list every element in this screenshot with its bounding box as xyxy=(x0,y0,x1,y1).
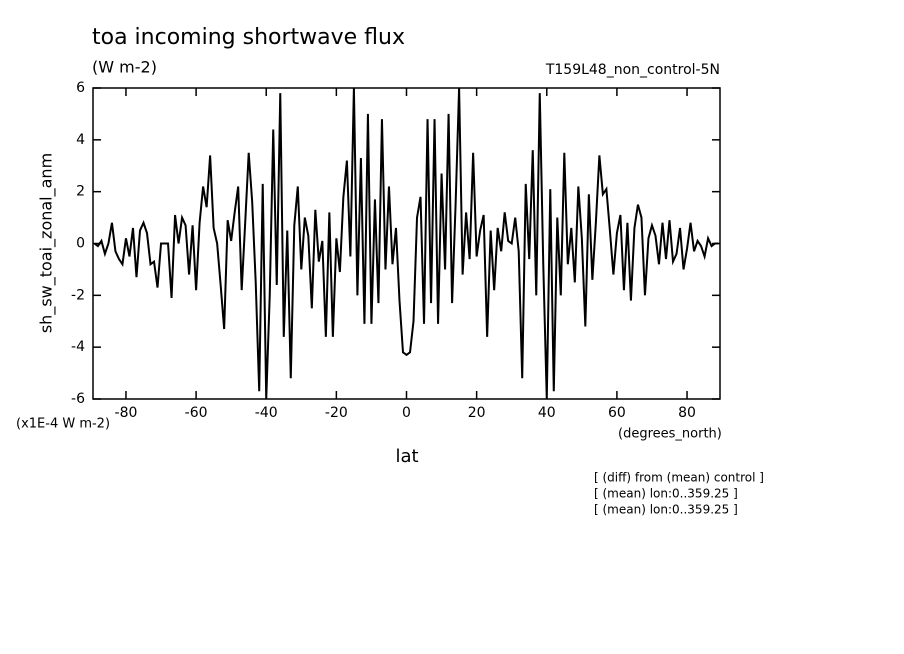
x-tick-label: -20 xyxy=(325,405,348,421)
y-tick-label: -6 xyxy=(71,391,85,407)
x-units: (degrees_north) xyxy=(618,427,722,442)
x-tick-label: -40 xyxy=(255,405,278,421)
note: [ (mean) lon:0..359.25 ] xyxy=(594,503,738,517)
y-tick-label: -4 xyxy=(71,339,85,355)
x-tick-label: 60 xyxy=(608,405,626,421)
x-tick-label: -60 xyxy=(185,405,208,421)
x-axis-label: lat xyxy=(395,446,418,467)
x-tick-label: 20 xyxy=(468,405,486,421)
y-tick-label: -2 xyxy=(71,287,85,303)
x-tick-label: 40 xyxy=(538,405,556,421)
chart-title: toa incoming shortwave flux xyxy=(92,25,405,50)
chart-subtitle: (W m-2) xyxy=(92,58,157,77)
y-units: (x1E-4 W m-2) xyxy=(16,417,110,432)
note: [ (diff) from (mean) control ] xyxy=(594,471,764,485)
y-tick-label: 4 xyxy=(76,132,85,148)
x-tick-label: 80 xyxy=(678,405,696,421)
y-tick-label: 0 xyxy=(76,236,85,252)
data-line xyxy=(93,88,719,399)
x-tick-label: -80 xyxy=(115,405,138,421)
dataset-label: T159L48_non_control-5N xyxy=(545,62,720,78)
y-tick-label: 6 xyxy=(76,80,85,96)
y-axis-label: sh_sw_toai_zonal_anm xyxy=(37,153,57,333)
note: [ (mean) lon:0..359.25 ] xyxy=(594,487,738,501)
y-tick-label: 2 xyxy=(76,184,85,200)
x-tick-label: 0 xyxy=(402,405,411,421)
